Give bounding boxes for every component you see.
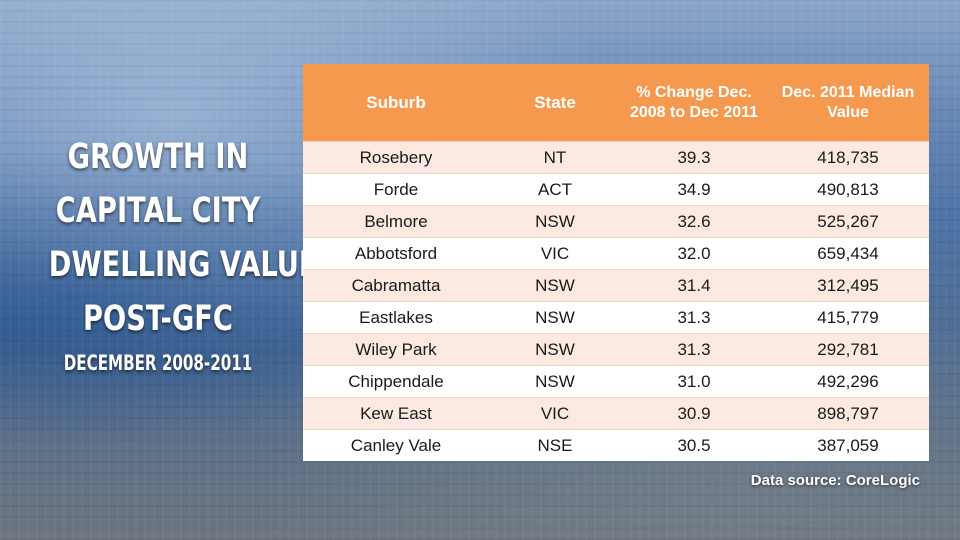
header-percent-change: % Change Dec. 2008 to Dec 2011 [621,64,767,142]
cell-median-value: 490,813 [767,173,929,206]
table-header-row: Suburb State % Change Dec. 2008 to Dec 2… [303,64,929,142]
cell-state: NSW [489,205,621,238]
cell-percent-change: 31.0 [621,365,767,398]
cell-suburb: Forde [303,173,489,206]
cell-median-value: 292,781 [767,333,929,366]
cell-median-value: 312,495 [767,269,929,302]
header-suburb: Suburb [303,64,489,142]
cell-state: NSW [489,365,621,398]
cell-state: NSE [489,429,621,461]
cell-suburb: Kew East [303,397,489,430]
cell-state: VIC [489,237,621,270]
cell-median-value: 525,267 [767,205,929,238]
cell-percent-change: 31.4 [621,269,767,302]
table-row: Canley Vale NSE 30.5 387,059 [303,429,929,461]
cell-median-value: 387,059 [767,429,929,461]
slide-title: GROWTH IN CAPITAL CITY DWELLING VALUES P… [18,130,338,378]
cell-suburb: Chippendale [303,365,489,398]
table-row: Cabramatta NSW 31.4 312,495 [303,269,929,302]
table-row: Forde ACT 34.9 490,813 [303,173,929,206]
title-line-2: CAPITAL CITY [55,191,261,231]
cell-state: NSW [489,269,621,302]
title-line-1: GROWTH IN [67,137,249,177]
header-state: State [489,64,621,142]
title-line-4: POST-GFC [83,299,233,339]
header-median-value: Dec. 2011 Median Value [767,64,929,142]
cell-median-value: 659,434 [767,237,929,270]
cell-state: VIC [489,397,621,430]
table-row: Belmore NSW 32.6 525,267 [303,205,929,238]
cell-median-value: 898,797 [767,397,929,430]
data-source-note: Data source: CoreLogic [750,472,920,489]
cell-percent-change: 30.5 [621,429,767,461]
cell-suburb: Rosebery [303,141,489,174]
cell-suburb: Eastlakes [303,301,489,334]
cell-percent-change: 31.3 [621,333,767,366]
cell-state: NSW [489,333,621,366]
cell-state: NSW [489,301,621,334]
cell-median-value: 415,779 [767,301,929,334]
table-row: Rosebery NT 39.3 418,735 [303,141,929,174]
cell-suburb: Canley Vale [303,429,489,461]
cell-suburb: Abbotsford [303,237,489,270]
table-row: Chippendale NSW 31.0 492,296 [303,365,929,398]
cell-suburb: Wiley Park [303,333,489,366]
cell-median-value: 418,735 [767,141,929,174]
cell-percent-change: 31.3 [621,301,767,334]
cell-percent-change: 34.9 [621,173,767,206]
cell-percent-change: 30.9 [621,397,767,430]
cell-percent-change: 39.3 [621,141,767,174]
title-line-3: DWELLING VALUES [48,245,338,285]
table-row: Kew East VIC 30.9 898,797 [303,397,929,430]
suburb-growth-table: Suburb State % Change Dec. 2008 to Dec 2… [303,64,929,461]
cell-suburb: Cabramatta [303,269,489,302]
table-row: Abbotsford VIC 32.0 659,434 [303,237,929,270]
cell-suburb: Belmore [303,205,489,238]
cell-state: ACT [489,173,621,206]
table-row: Wiley Park NSW 31.3 292,781 [303,333,929,366]
cell-median-value: 492,296 [767,365,929,398]
table-row: Eastlakes NSW 31.3 415,779 [303,301,929,334]
cell-state: NT [489,141,621,174]
cell-percent-change: 32.6 [621,205,767,238]
slide-subtitle: DECEMBER 2008-2011 [63,351,253,375]
cell-percent-change: 32.0 [621,237,767,270]
